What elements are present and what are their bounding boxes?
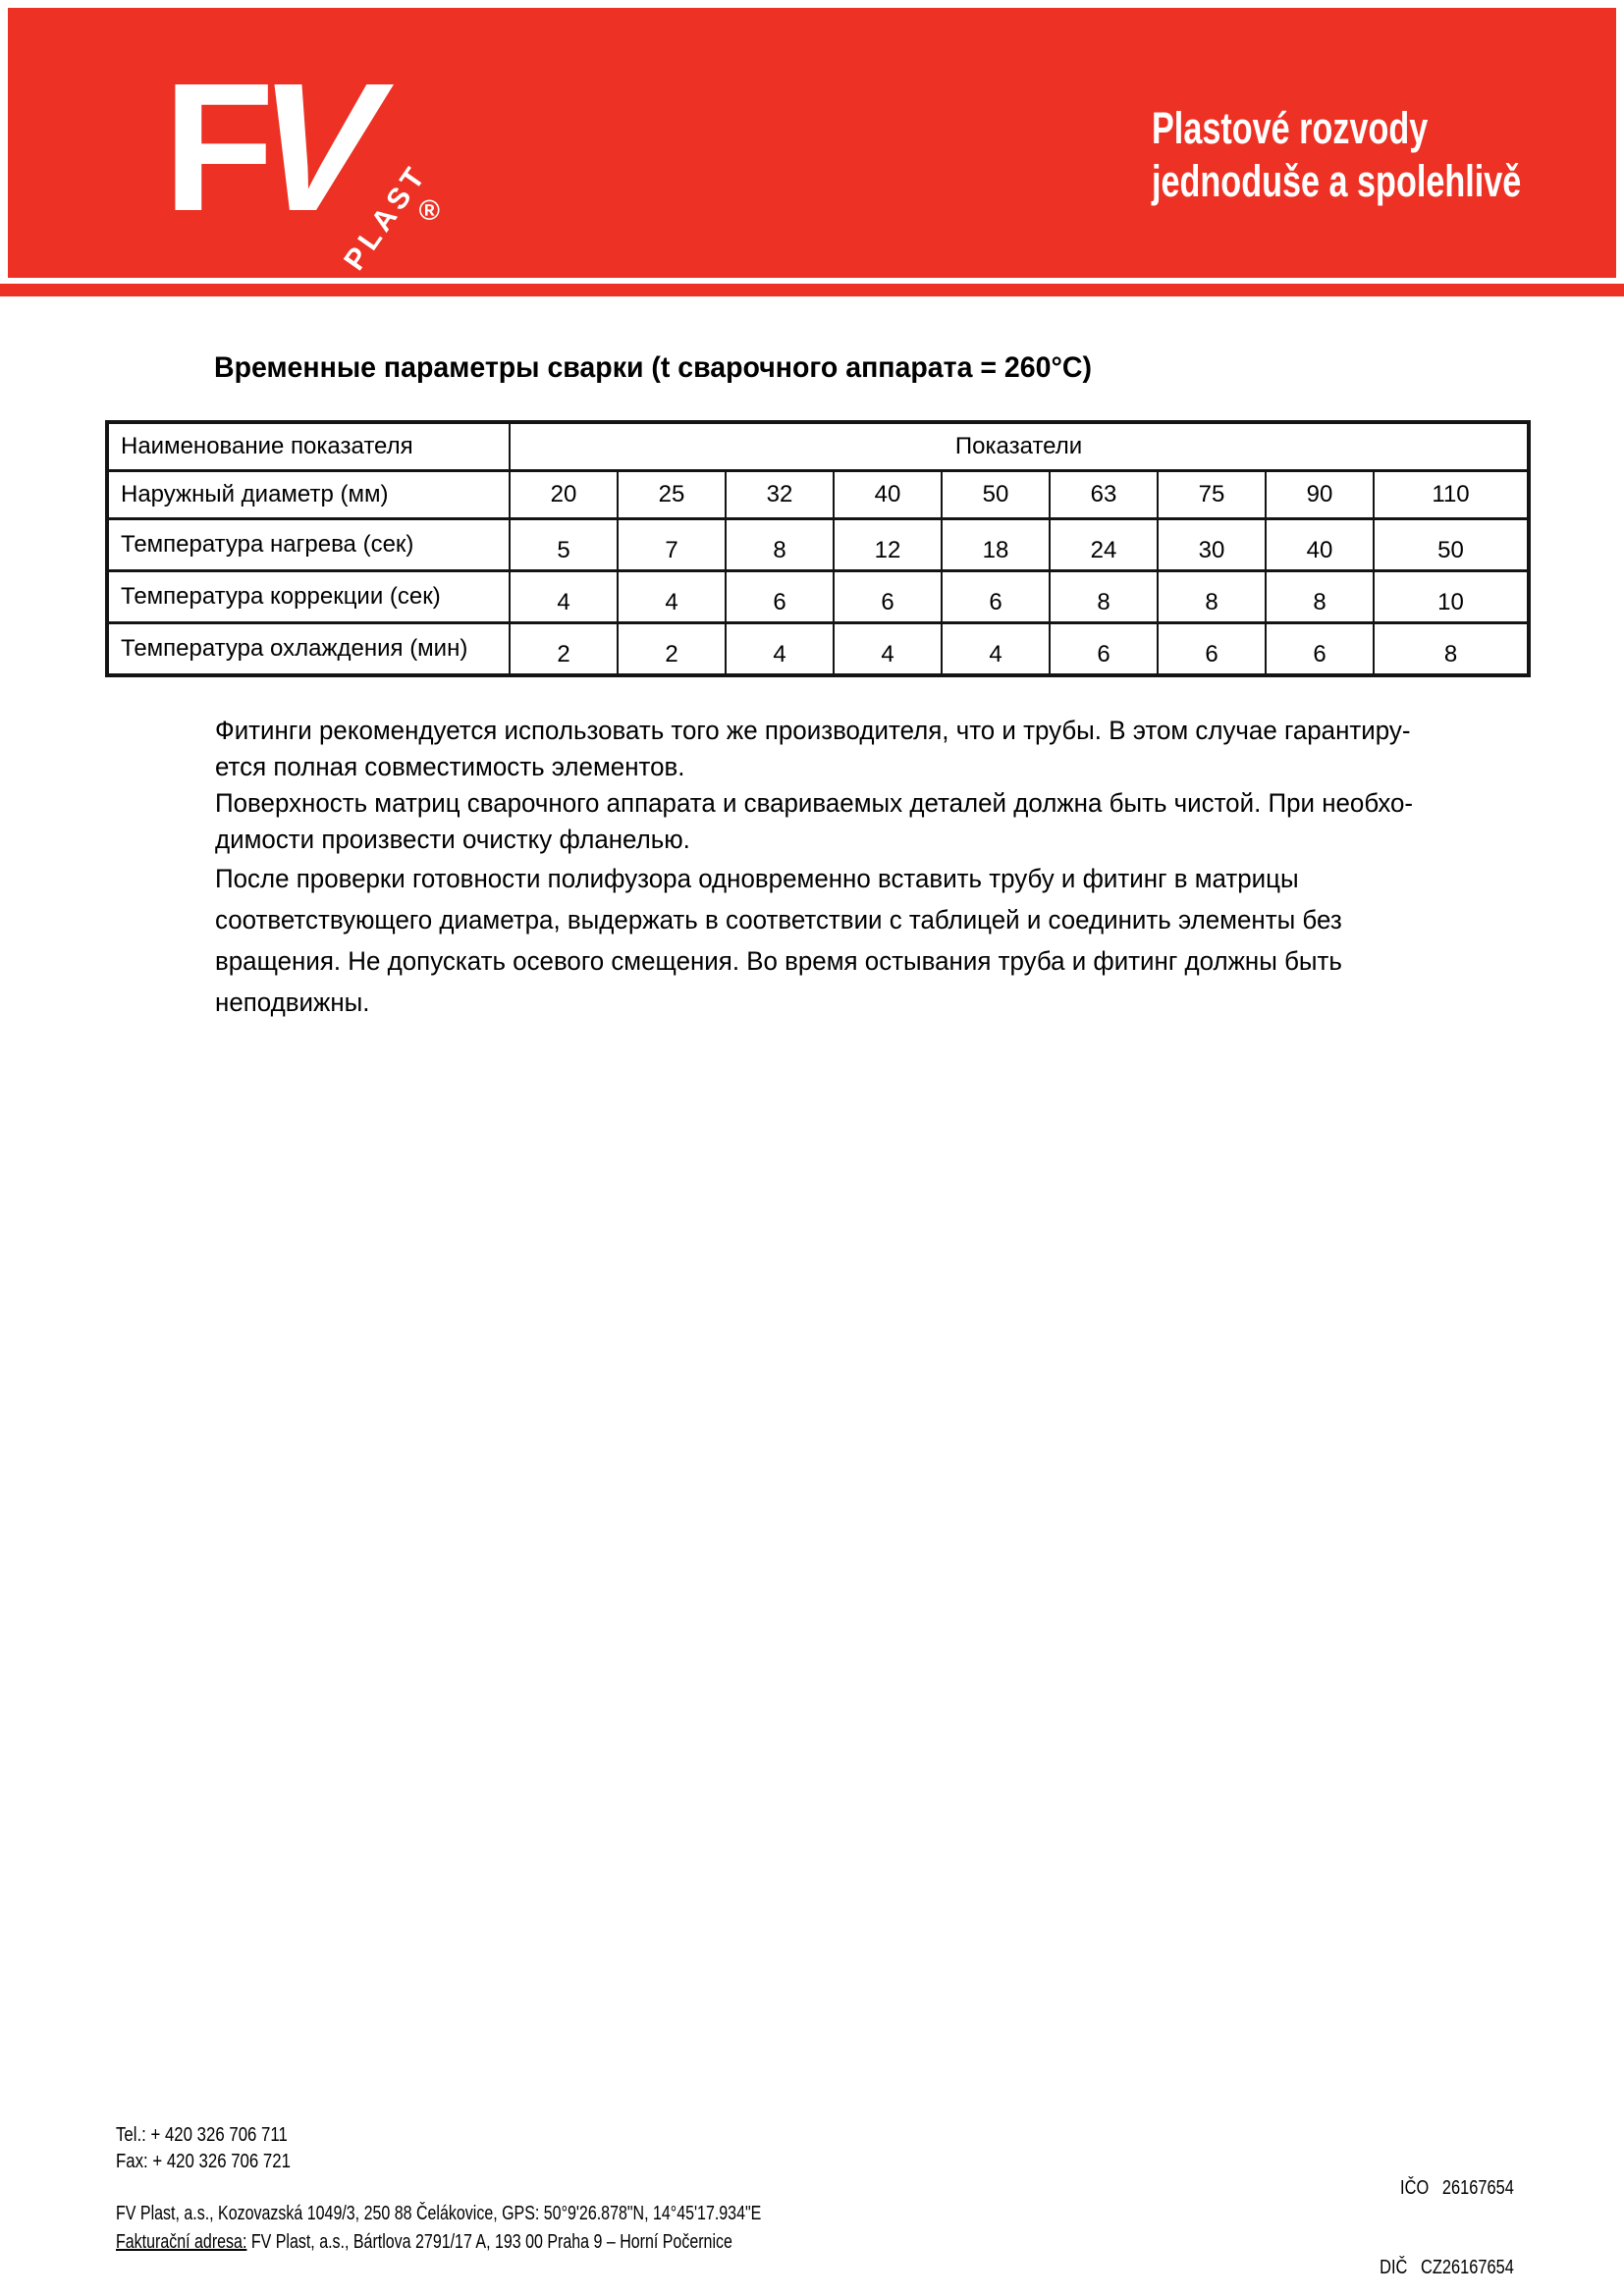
value-cell: 7 [617,517,727,572]
body-paragraphs-fittings: Фитинги рекомендуется использовать того … [215,713,1413,858]
value-cell: 6 [833,569,943,624]
value-cell: 6 [941,569,1051,624]
body-paragraph-line: Фитинги рекомендуется использовать того … [215,716,1411,745]
value-cell: 24 [1049,517,1159,572]
body-paragraph-line: Поверхность матриц сварочного аппарата и… [215,788,1414,818]
value-cell: 75 [1157,469,1267,520]
registered-trademark-icon: ® [418,195,440,227]
value-cell: 4 [833,621,943,677]
value-cell: 25 [617,469,727,520]
value-cell: 50 [1372,517,1531,572]
value-cell: 5 [509,517,619,572]
row-label-cell: Температура охлаждения (мин) [106,621,511,677]
table-header-row: Наименование показателя Показатели [106,420,1531,472]
logo-letters: FV [163,46,391,249]
value-cell: 4 [509,569,619,624]
value-cell: 90 [1265,469,1375,520]
value-cell: 4 [941,621,1051,677]
logo-letter-f: F [163,46,275,249]
value-cell: 10 [1372,569,1531,624]
value-cell: 32 [725,469,835,520]
brand-tagline: Plastové rozvody jednoduše a spolehlivě [1152,102,1521,208]
value-cell: 4 [617,569,727,624]
value-cell: 8 [725,517,835,572]
body-paragraph-line: ется полная совместимость элементов. [215,752,685,781]
table-values-header: Показатели [508,420,1531,472]
tagline-line-2: jednoduše a spolehlivě [1152,156,1522,206]
value-cell: 20 [509,469,619,520]
invoice-address-label: Fakturační adresa: [116,2231,247,2253]
footer-contact-block: Tel.: + 420 326 706 711 Fax: + 420 326 7… [116,2122,291,2175]
value-cell: 8 [1372,621,1531,677]
footer-company-registry-block: IČO 26167654 DIČ CZ26167654 Městský soud… [1203,2122,1514,2296]
value-cell: 30 [1157,517,1267,572]
value-cell: 8 [1265,569,1375,624]
welding-parameters-table: Наименование показателя Показатели Наруж… [105,420,1532,677]
value-cell: 40 [833,469,943,520]
value-cell: 8 [1049,569,1159,624]
value-cell: 6 [1265,621,1375,677]
footer-fax: Fax: + 420 326 706 721 [116,2151,291,2172]
table-row-cooling: Температура охлаждения (мин) 2 2 4 4 4 6… [106,621,1531,677]
body-paragraph-line: соответствующего диаметра, выдержать в с… [215,905,1342,934]
table-row-correction: Температура коррекции (сек) 4 4 6 6 6 8 … [106,569,1531,624]
row-label-cell: Температура коррекции (сек) [106,569,511,624]
tagline-line-1: Plastové rozvody [1152,103,1429,153]
value-cell: 2 [617,621,727,677]
footer-ico: IČO 26167654 [1400,2177,1514,2199]
footer-invoice-address: Fakturační adresa: FV Plast, a.s., Bártl… [116,2228,761,2257]
header-accent-strip [0,284,1624,296]
table-row-diameter: Наружный диаметр (мм) 20 25 32 40 50 63 … [106,469,1531,520]
value-cell: 2 [509,621,619,677]
section-title: Временные параметры сварки (t сварочного… [214,351,1092,384]
value-cell: 18 [941,517,1051,572]
header-banner: FV PLAST ® Plastové rozvody jednoduše a … [8,8,1616,278]
value-cell: 40 [1265,517,1375,572]
table-corner-header: Наименование показателя [106,420,511,472]
value-cell: 110 [1372,469,1531,520]
value-cell: 6 [725,569,835,624]
body-paragraph-procedure: После проверки готовности полифузора одн… [215,858,1342,1023]
value-cell: 12 [833,517,943,572]
value-cell: 6 [1049,621,1159,677]
footer-tel: Tel.: + 420 326 706 711 [116,2124,288,2146]
footer-address-line1: FV Plast, a.s., Kozovazská 1049/3, 250 8… [116,2203,762,2224]
body-paragraph-line: неподвижны. [215,988,370,1017]
value-cell: 8 [1157,569,1267,624]
footer-address-block: FV Plast, a.s., Kozovazská 1049/3, 250 8… [116,2200,761,2257]
fv-plast-logo: FV PLAST ® [163,46,440,276]
invoice-address-text: FV Plast, a.s., Bártlova 2791/17 A, 193 … [246,2231,732,2253]
footer-dic: DIČ CZ26167654 [1380,2257,1514,2278]
row-label-cell: Наружный диаметр (мм) [106,469,511,520]
value-cell: 4 [725,621,835,677]
body-paragraph-line: вращения. Не допускать осевого смещения.… [215,946,1342,976]
body-paragraph-line: После проверки готовности полифузора одн… [215,864,1299,893]
row-label-cell: Температура нагрева (сек) [106,517,511,572]
body-paragraph-line: димости произвести очистку фланелью. [215,825,690,854]
value-cell: 63 [1049,469,1159,520]
table-row-heating: Температура нагрева (сек) 5 7 8 12 18 24… [106,517,1531,572]
value-cell: 50 [941,469,1051,520]
value-cell: 6 [1157,621,1267,677]
